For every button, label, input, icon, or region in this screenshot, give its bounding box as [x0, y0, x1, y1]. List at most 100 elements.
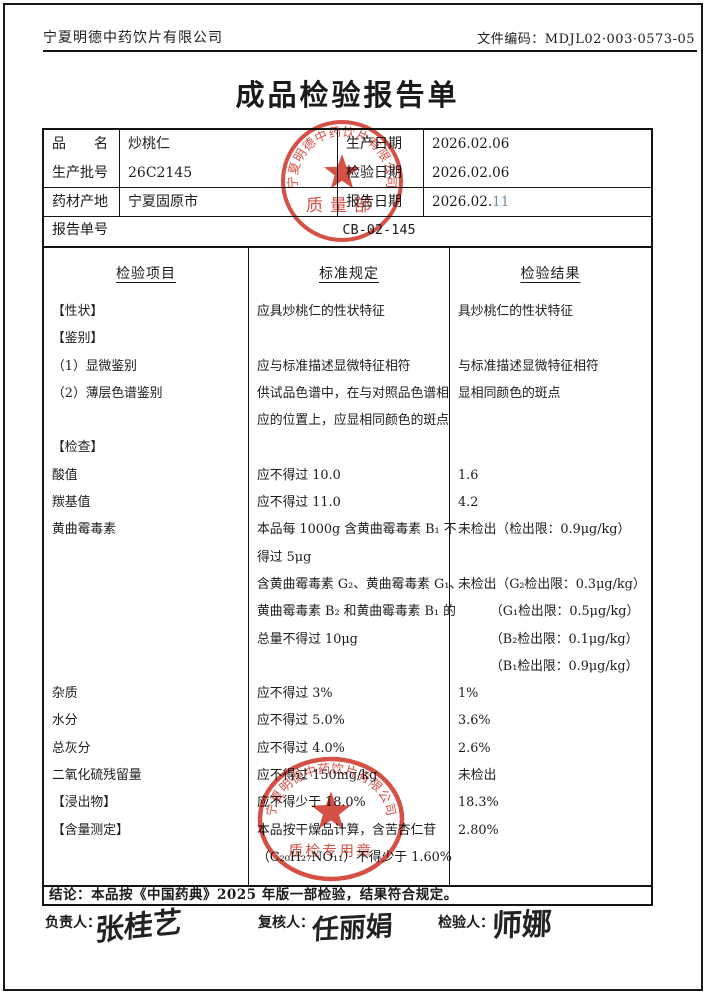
origin-label: 药材产地 — [44, 188, 120, 217]
table-line — [249, 653, 449, 680]
table-line: 【检查】 — [52, 440, 104, 456]
inspection-table: 检验项目 【性状】 【鉴别】 （1）显微鉴别 （2）薄层色谱鉴别 【检查】 酸值 羰基值 黄曲… — [42, 248, 653, 885]
table-line: 应不得过 3% — [257, 686, 333, 702]
column-header-spec: 标准规定 — [249, 248, 449, 298]
table-line: 未检出（G₂检出限：0.3μg/kg） — [458, 576, 646, 592]
table-line: 应具炒桃仁的性状特征 — [257, 304, 385, 319]
spec-header-text: 标准规定 — [319, 266, 379, 282]
inspection-date-label: 检验日期 — [346, 165, 402, 181]
table-line: 杂质 — [52, 686, 78, 702]
table-line — [44, 407, 248, 434]
table-line: 含黄曲霉毒素 G₂、黄曲霉毒素 G₁、 — [257, 576, 463, 592]
table-line: 应不得过 4.0% — [257, 740, 345, 756]
table-line: 本品每 1000g 含黄曲霉毒素 B₁ 不 — [257, 522, 457, 538]
column-header-result: 检验结果 — [450, 248, 651, 298]
table-line: 应不得过 11.0 — [257, 495, 341, 511]
table-line: 与标准描述显微特征相符 — [458, 358, 599, 374]
quality-dept-stamp: 宁夏明德中药饮片有限公司 质量部 — [281, 120, 403, 242]
table-line: （2）薄层色谱鉴别 — [52, 385, 163, 401]
table-line: 2.80% — [458, 822, 499, 838]
table-line: 4.2 — [458, 495, 479, 511]
page-title: 成品检验报告单 — [235, 78, 460, 112]
table-line: 具炒桃仁的性状特征 — [458, 304, 574, 319]
result-lines: 具炒桃仁的性状特征与标准描述显微特征相符 显相同颜色的斑点 1.6 4.2 未检出（检出… — [450, 298, 651, 871]
table-line: 18.3% — [458, 795, 499, 811]
reviewer-signature: 任丽娟 — [311, 910, 394, 947]
table-line — [44, 571, 248, 598]
inspection-date-value: 2026.02.06 — [432, 165, 510, 181]
product-name-value: 炒桃仁 — [128, 136, 170, 152]
table-line: 水分 — [52, 713, 78, 729]
table-line: 未检出（检出限：0.9μg/kg） — [458, 522, 631, 538]
production-date-label: 生产日期 — [346, 136, 402, 152]
info-label2-col: 生产日期 检验日期 — [338, 130, 424, 188]
report-date-label: 报告日期 — [338, 188, 424, 217]
result-header-text: 检验结果 — [520, 266, 581, 282]
stamp-star-icon — [324, 154, 360, 189]
stamp-star-icon-bottom — [311, 791, 351, 829]
table-line: 应不得过 10.0 — [257, 467, 341, 483]
table-line — [44, 653, 248, 680]
column-items: 检验项目 【性状】 【鉴别】 （1）显微鉴别 （2）薄层色谱鉴别 【检查】 酸值 羰基值 黄曲… — [44, 248, 249, 885]
table-line: 【浸出物】 — [52, 795, 116, 811]
table-line: 应的位置上，应显相同颜色的斑点 — [257, 413, 449, 429]
table-line: 黄曲霉毒素 B₂ 和黄曲霉毒素 B₁ 的 — [257, 604, 456, 620]
table-line: 2.6% — [458, 740, 491, 756]
items-header-text: 检验项目 — [116, 266, 176, 282]
batch-no-label: 生产批号 — [52, 165, 108, 181]
conclusion-row: 结论：本品按《中国药典》2025 年版一部检验，结果符合规定。 — [42, 885, 653, 906]
report-no-row: 报告单号 CB-02-145 — [44, 217, 651, 246]
table-line: 供试品色谱中，在与对照品色谱相 — [257, 385, 449, 401]
table-line: 未检出 — [458, 768, 497, 784]
table-line: 1.6 — [458, 467, 479, 483]
info-table: 品 名 生产批号 炒桃仁 26C2145 生产日期 检验日期 2026.02.0… — [42, 128, 653, 248]
production-date-value: 2026.02.06 — [432, 136, 510, 152]
responsible-signature: 张桂艺 — [94, 904, 183, 948]
table-line: 【含量测定】 — [52, 822, 129, 838]
table-line: 应不得过 5.0% — [257, 713, 345, 729]
info-row-divider — [44, 187, 651, 188]
table-line: 显相同颜色的斑点 — [458, 385, 561, 401]
table-line: 总量不得过 10μg — [257, 631, 358, 647]
table-line — [44, 544, 248, 571]
table-line: 【鉴别】 — [52, 331, 104, 347]
responsible-label: 负责人： — [45, 915, 101, 931]
table-line: 总灰分 — [52, 740, 91, 756]
table-line: 酸值 — [52, 467, 78, 483]
items-lines: 【性状】 【鉴别】 （1）显微鉴别 （2）薄层色谱鉴别 【检查】 酸值 羰基值 黄曲霉毒素 杂质… — [44, 298, 248, 871]
info-label-col: 品 名 生产批号 — [44, 130, 120, 188]
origin-value: 宁夏固原市 — [120, 188, 338, 217]
table-line: 【性状】 — [52, 304, 104, 319]
table-line — [44, 626, 248, 653]
table-line: 二氧化硫残留量 — [52, 768, 142, 784]
qc-seal-stamp: 宁夏明德中药饮片有限公司 质检专用章 — [257, 756, 405, 882]
inspector-signature: 师娜 — [491, 906, 553, 945]
header-rule — [43, 50, 697, 52]
document-code: 文件编码：MDJL02·003·0573-05 — [477, 32, 695, 47]
report-date-value: 2026.02.11 — [424, 188, 651, 217]
table-line: 应与标准描述显微特征相符 — [257, 358, 411, 374]
stamp-ellipse — [257, 756, 405, 882]
report-date-day: 11 — [492, 194, 510, 210]
stamp-qc-text: 质检专用章 — [289, 842, 374, 860]
table-line — [450, 325, 651, 352]
table-line: （G₁检出限：0.5μg/kg） — [458, 604, 640, 620]
report-no-value: CB-02-145 — [342, 222, 416, 238]
report-date-month: 2026.02. — [432, 194, 493, 210]
stamp-circle — [281, 120, 403, 242]
product-name-label: 品 名 — [52, 136, 108, 152]
info-value2-col: 2026.02.06 2026.02.06 — [424, 130, 651, 188]
table-line — [249, 434, 449, 461]
table-line — [44, 598, 248, 625]
batch-no-value: 26C2145 — [128, 165, 193, 181]
table-line — [450, 544, 651, 571]
table-line: 得过 5μg — [257, 549, 312, 565]
stamp-dept-text: 质量部 — [306, 196, 378, 216]
table-line: （B₂检出限：0.1μg/kg） — [458, 631, 639, 647]
report-no-label: 报告单号 — [52, 222, 108, 238]
info-value-col: 炒桃仁 26C2145 — [120, 130, 338, 188]
column-spec: 标准规定 应具炒桃仁的性状特征应与标准描述显微特征相符供试品色谱中，在与对照品色… — [249, 248, 463, 885]
table-line — [249, 325, 449, 352]
table-line — [450, 407, 651, 434]
